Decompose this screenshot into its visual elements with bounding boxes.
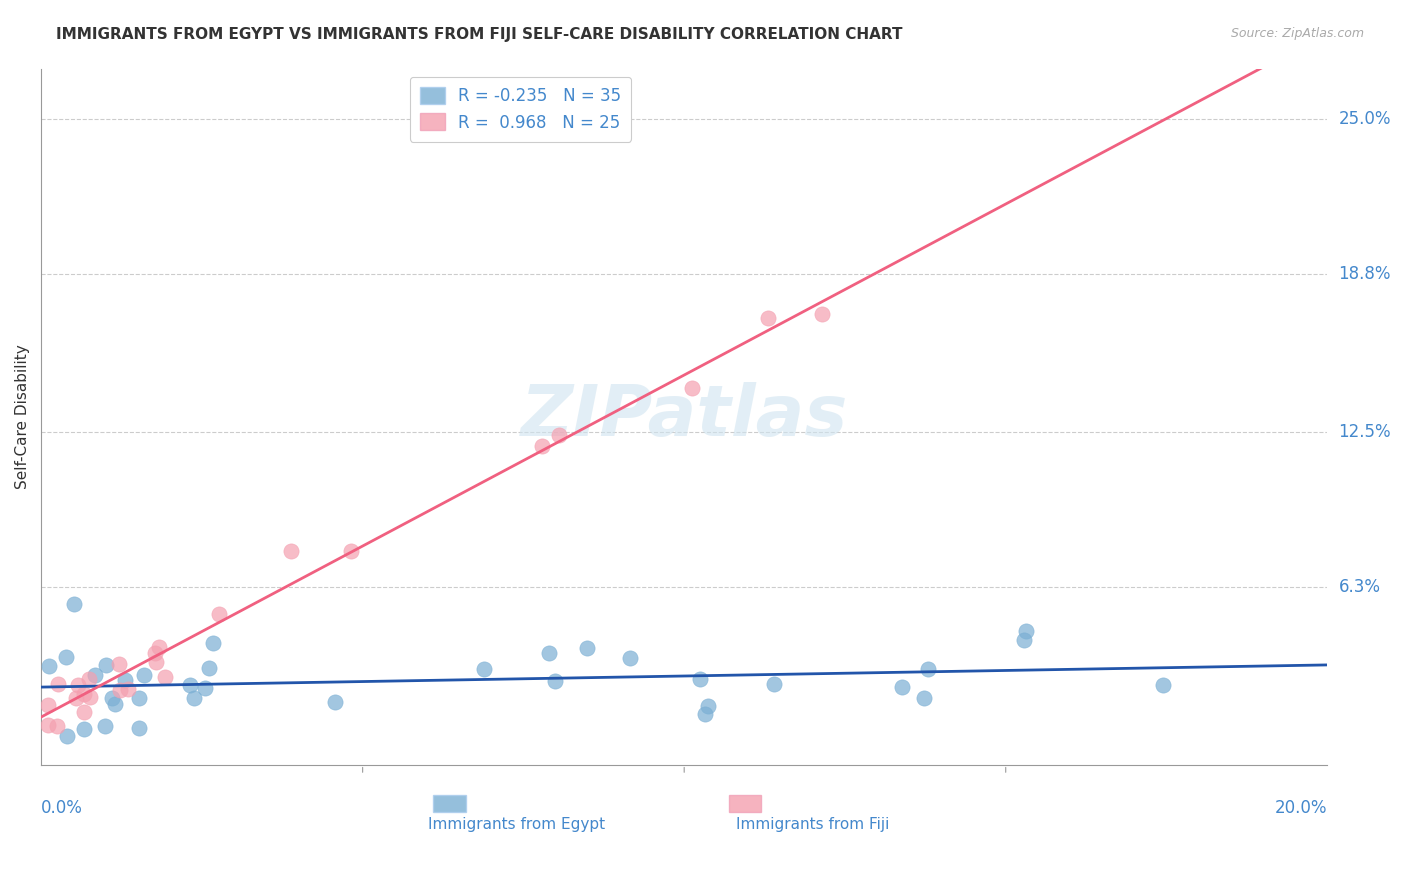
Point <box>548 427 571 442</box>
Point <box>67 678 90 692</box>
Point <box>280 543 302 558</box>
Point <box>46 677 69 691</box>
Point <box>72 706 94 720</box>
Point <box>94 718 117 732</box>
Point <box>153 670 176 684</box>
Point <box>117 682 139 697</box>
Point <box>202 635 225 649</box>
Point <box>619 651 641 665</box>
Point <box>108 657 131 672</box>
Point <box>689 672 711 686</box>
Point <box>1012 632 1035 647</box>
Point <box>756 311 779 326</box>
Point <box>37 718 59 732</box>
Point <box>148 640 170 655</box>
Text: 18.8%: 18.8% <box>1339 265 1391 283</box>
Text: 12.5%: 12.5% <box>1339 423 1391 441</box>
Point <box>38 659 60 673</box>
Point <box>145 655 167 669</box>
Point <box>179 678 201 692</box>
Point <box>46 719 69 733</box>
Point <box>1015 624 1038 639</box>
Point <box>697 698 720 713</box>
Point <box>63 597 86 611</box>
Point <box>681 381 703 395</box>
Point <box>1152 678 1174 692</box>
Point <box>56 729 79 743</box>
Point <box>55 650 77 665</box>
Text: 20.0%: 20.0% <box>1275 799 1327 817</box>
Text: Source: ZipAtlas.com: Source: ZipAtlas.com <box>1230 27 1364 40</box>
Point <box>128 691 150 706</box>
Point <box>143 646 166 660</box>
Point <box>65 691 87 706</box>
Point <box>77 672 100 686</box>
Point <box>891 681 914 695</box>
Point <box>73 722 96 736</box>
Point <box>323 695 346 709</box>
Point <box>104 697 127 711</box>
Point <box>917 662 939 676</box>
Point <box>576 640 599 655</box>
Point <box>84 668 107 682</box>
Point <box>544 673 567 688</box>
Text: Immigrants from Egypt: Immigrants from Egypt <box>429 817 606 832</box>
Point <box>339 544 361 558</box>
Point <box>79 690 101 704</box>
Point <box>472 662 495 676</box>
Point <box>538 646 561 660</box>
Point <box>73 687 96 701</box>
Point <box>198 660 221 674</box>
Point <box>811 307 834 321</box>
Point <box>128 721 150 735</box>
Point <box>762 677 785 691</box>
FancyBboxPatch shape <box>730 795 762 812</box>
Text: 6.3%: 6.3% <box>1339 578 1381 596</box>
Point <box>530 439 553 453</box>
Point <box>96 657 118 672</box>
Y-axis label: Self-Care Disability: Self-Care Disability <box>15 344 30 489</box>
Point <box>108 683 131 698</box>
Point <box>114 673 136 687</box>
FancyBboxPatch shape <box>433 795 465 812</box>
Point <box>208 607 231 621</box>
Point <box>37 698 59 713</box>
Text: 25.0%: 25.0% <box>1339 110 1391 128</box>
Legend: R = -0.235   N = 35, R =  0.968   N = 25: R = -0.235 N = 35, R = 0.968 N = 25 <box>409 77 631 142</box>
Text: Immigrants from Fiji: Immigrants from Fiji <box>737 817 890 832</box>
Point <box>693 706 716 721</box>
Point <box>912 690 935 705</box>
Text: 0.0%: 0.0% <box>41 799 83 817</box>
Point <box>183 691 205 706</box>
Point <box>134 668 156 682</box>
Point <box>194 681 217 695</box>
Text: ZIPatlas: ZIPatlas <box>520 382 848 451</box>
Point <box>101 690 124 705</box>
Text: IMMIGRANTS FROM EGYPT VS IMMIGRANTS FROM FIJI SELF-CARE DISABILITY CORRELATION C: IMMIGRANTS FROM EGYPT VS IMMIGRANTS FROM… <box>56 27 903 42</box>
